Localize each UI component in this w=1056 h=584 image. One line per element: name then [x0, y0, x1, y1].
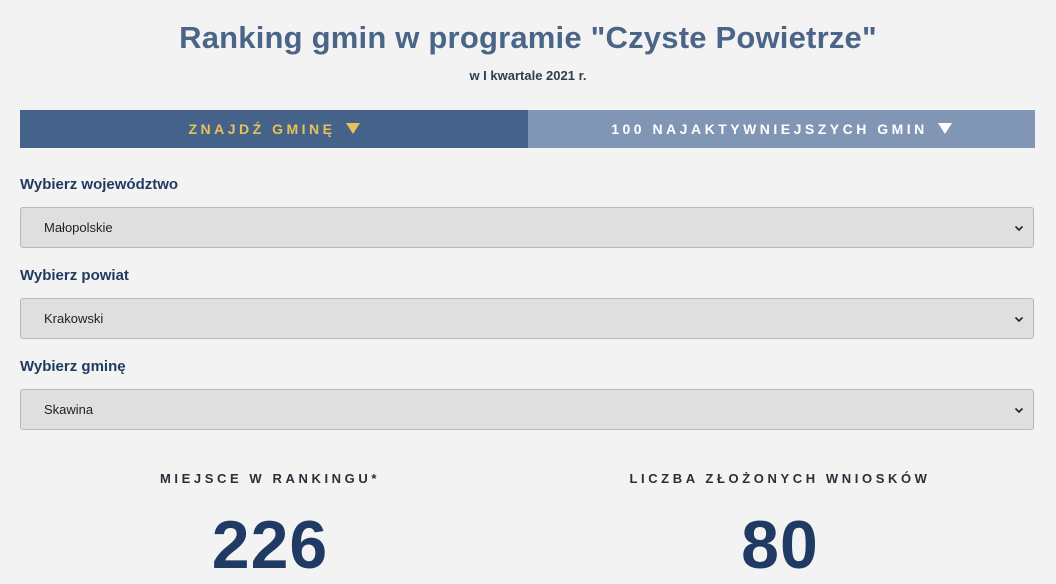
voivodeship-select[interactable]: Małopolskie: [20, 207, 1034, 248]
tab-find-commune-label: ZNAJDŹ GMINĘ: [188, 121, 336, 137]
county-label: Wybierz powiat: [20, 267, 129, 284]
commune-label: Wybierz gminę: [20, 358, 126, 375]
page-title: Ranking gmin w programie "Czyste Powietr…: [179, 20, 877, 55]
chevron-down-icon: [1014, 316, 1024, 323]
voivodeship-select-value: Małopolskie: [44, 220, 113, 235]
rank-label: MIEJSCE W RANKINGU*: [159, 471, 381, 486]
triangle-down-icon: [345, 122, 360, 134]
tab-bar: ZNAJDŹ GMINĘ 100 NAJAKTYWNIEJSZYCH GMIN: [20, 110, 1035, 148]
county-select-value: Krakowski: [44, 311, 104, 326]
commune-select[interactable]: Skawina: [20, 389, 1034, 430]
applications-label: LICZBA ZŁOŻONYCH WNIOSKÓW: [629, 471, 931, 486]
voivodeship-label: Wybierz województwo: [20, 176, 179, 193]
chevron-down-icon: [1014, 225, 1024, 232]
applications-value: 80: [741, 507, 819, 583]
page-subtitle: w I kwartale 2021 r.: [469, 68, 587, 83]
tab-top-100-label: 100 NAJAKTYWNIEJSZYCH GMIN: [611, 121, 928, 137]
triangle-down-icon: [937, 122, 952, 134]
tab-top-100[interactable]: 100 NAJAKTYWNIEJSZYCH GMIN: [528, 110, 1035, 148]
chevron-down-icon: [1014, 407, 1024, 414]
rank-value: 226: [211, 507, 329, 583]
commune-select-value: Skawina: [44, 402, 94, 417]
tab-find-commune[interactable]: ZNAJDŹ GMINĘ: [20, 110, 528, 148]
county-select[interactable]: Krakowski: [20, 298, 1034, 339]
